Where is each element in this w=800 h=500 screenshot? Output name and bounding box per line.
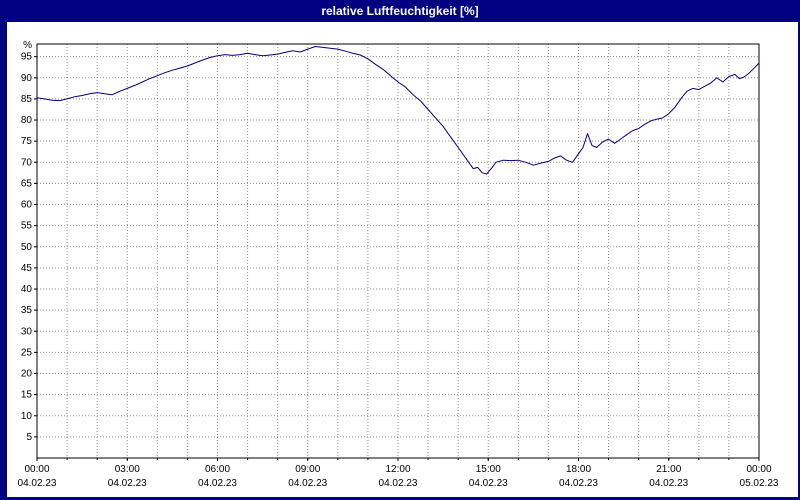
svg-text:21:00: 21:00 — [656, 464, 681, 475]
svg-text:85: 85 — [21, 94, 33, 105]
svg-text:04.02.23: 04.02.23 — [198, 478, 237, 489]
svg-text:95: 95 — [21, 52, 33, 63]
svg-text:03:00: 03:00 — [115, 464, 140, 475]
svg-text:12:00: 12:00 — [385, 464, 410, 475]
svg-text:40: 40 — [21, 284, 33, 295]
humidity-chart-svg: 5 10 15 20 25 30 35 40 45 50 55 60 65 70 75 80 85 90 95% 00… — [18, 40, 779, 489]
svg-text:25: 25 — [21, 347, 33, 358]
svg-text:04.02.23: 04.02.23 — [18, 478, 57, 489]
y-axis-labels: 5 10 15 20 25 30 35 40 45 50 55 60 65 70 75 80 85 90 95% — [21, 40, 37, 443]
svg-text:30: 30 — [21, 326, 33, 337]
svg-text:04.02.23: 04.02.23 — [108, 478, 147, 489]
grid-lines — [37, 44, 759, 458]
svg-text:70: 70 — [21, 157, 33, 168]
svg-text:04.02.23: 04.02.23 — [559, 478, 598, 489]
svg-text:06:00: 06:00 — [205, 464, 230, 475]
svg-text:60: 60 — [21, 200, 33, 211]
svg-text:20: 20 — [21, 369, 33, 380]
svg-text:5: 5 — [26, 432, 32, 443]
svg-text:80: 80 — [21, 115, 33, 126]
svg-text:75: 75 — [21, 136, 33, 147]
svg-text:65: 65 — [21, 178, 33, 189]
page-title: relative Luftfeuchtigkeit [%] — [321, 4, 479, 18]
y-axis-unit-label: % — [23, 40, 32, 51]
svg-text:09:00: 09:00 — [295, 464, 320, 475]
svg-text:90: 90 — [21, 73, 33, 84]
svg-text:15:00: 15:00 — [476, 464, 501, 475]
svg-text:04.02.23: 04.02.23 — [288, 478, 327, 489]
svg-text:10: 10 — [21, 411, 33, 422]
svg-text:00:00: 00:00 — [24, 464, 49, 475]
x-axis-labels: 00:00 04.02.23 03:00 04.02.23 06:00 04.02.23 0… — [18, 458, 779, 489]
svg-text:05.02.23: 05.02.23 — [740, 478, 779, 489]
svg-text:15: 15 — [21, 390, 33, 401]
svg-text:04.02.23: 04.02.23 — [649, 478, 688, 489]
svg-text:45: 45 — [21, 263, 33, 274]
svg-text:04.02.23: 04.02.23 — [379, 478, 418, 489]
title-bar: relative Luftfeuchtigkeit [%] — [7, 0, 798, 22]
svg-text:55: 55 — [21, 221, 33, 232]
svg-text:35: 35 — [21, 305, 33, 316]
svg-text:50: 50 — [21, 242, 33, 253]
svg-text:04.02.23: 04.02.23 — [469, 478, 508, 489]
svg-text:00:00: 00:00 — [746, 464, 771, 475]
humidity-chart: 5 10 15 20 25 30 35 40 45 50 55 60 65 70 75 80 85 90 95% 00… — [7, 22, 798, 497]
svg-text:18:00: 18:00 — [566, 464, 591, 475]
series-humidity-line — [36, 46, 760, 175]
